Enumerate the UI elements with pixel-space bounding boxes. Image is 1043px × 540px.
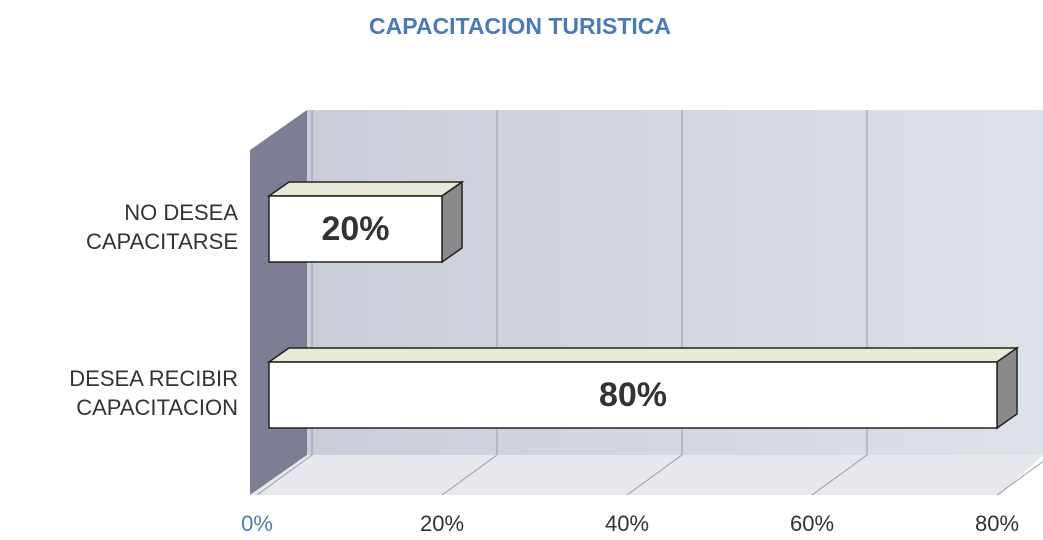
data-label: 80% — [599, 376, 667, 414]
x-tick-label: 60% — [790, 511, 834, 536]
floor-grid-line — [441, 454, 498, 496]
bar — [268, 361, 998, 429]
y-tick-label: NO DESEA CAPACITARSE — [86, 200, 238, 254]
bar — [268, 195, 443, 263]
side-wall — [250, 110, 307, 495]
bar-side — [441, 180, 463, 264]
floor-grid-line — [811, 454, 868, 496]
floor-grid-line — [256, 454, 313, 496]
floor-grid-line — [626, 454, 683, 496]
chart-title: CAPACITACION TURISTICA — [369, 13, 671, 39]
bar-side — [996, 346, 1018, 430]
y-tick-label: DESEA RECIBIR CAPACITACION — [69, 366, 238, 420]
x-tick-label: 40% — [605, 511, 649, 536]
floor — [250, 455, 1043, 495]
x-tick-label: 0% — [241, 511, 273, 536]
bar-top — [266, 347, 1020, 363]
data-label: 20% — [321, 210, 389, 248]
x-tick-label: 20% — [420, 511, 464, 536]
x-tick-label: 80% — [975, 511, 1019, 536]
bars: 20% 80% — [266, 180, 1020, 430]
bar-top — [266, 181, 465, 197]
